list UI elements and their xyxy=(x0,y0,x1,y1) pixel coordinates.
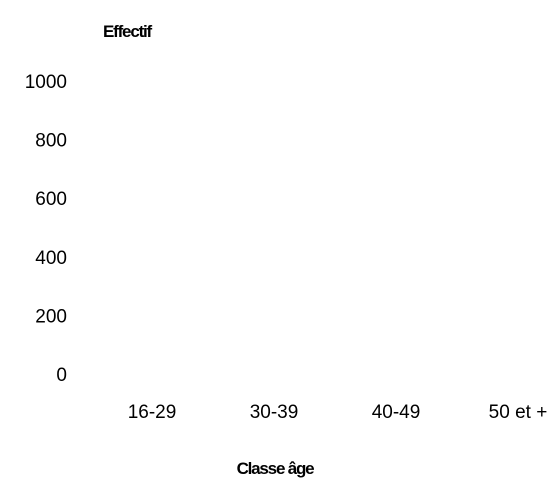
y-axis-title: Effectif xyxy=(103,22,153,41)
x-tick-label: 40-49 xyxy=(372,402,421,423)
x-axis-ticks: 16-29 30-39 40-49 50 et + xyxy=(128,402,548,423)
y-tick-label: 600 xyxy=(35,189,67,210)
x-axis-title: Classe âge xyxy=(237,459,315,478)
y-tick-label: 0 xyxy=(56,365,67,386)
y-tick-label: 200 xyxy=(35,306,67,327)
x-tick-label: 50 et + xyxy=(489,402,548,423)
y-tick-label: 1000 xyxy=(25,72,67,93)
y-axis-ticks: 0 200 400 600 800 1000 xyxy=(25,72,67,386)
y-tick-label: 800 xyxy=(35,131,67,152)
x-tick-label: 16-29 xyxy=(128,402,177,423)
y-tick-label: 400 xyxy=(35,248,67,269)
x-tick-label: 30-39 xyxy=(250,402,299,423)
